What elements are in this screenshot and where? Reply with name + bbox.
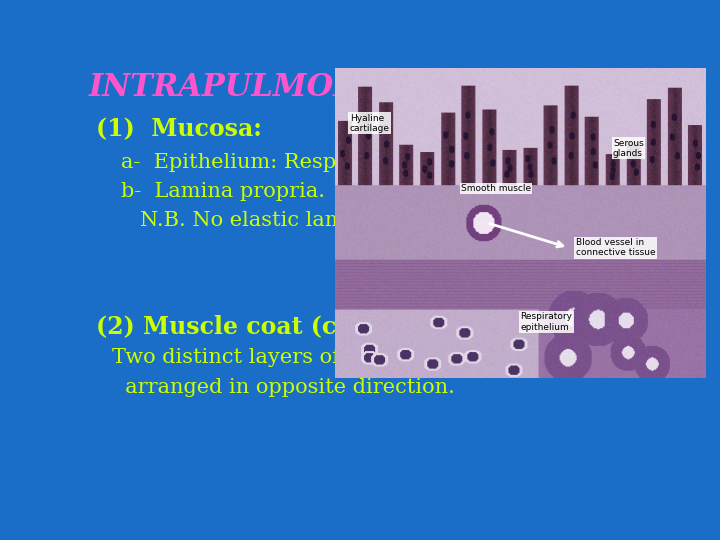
Text: N.B. No elastic lamina.: N.B. No elastic lamina. [140, 211, 384, 230]
Text: (1)  Mucosa:: (1) Mucosa: [96, 117, 261, 141]
Text: Respiratory
epithelium: Respiratory epithelium [521, 313, 572, 332]
Text: (2) Muscle coat (complete):: (2) Muscle coat (complete): [96, 315, 462, 339]
Text: b-  Lamina propria.: b- Lamina propria. [121, 182, 325, 201]
Text: Hyaline
cartilage: Hyaline cartilage [350, 114, 390, 133]
Text: INTRAPULMONARY BRONCHUS: INTRAPULMONARY BRONCHUS [89, 72, 649, 103]
Text: Smooth muscle: Smooth muscle [461, 184, 531, 193]
Text: Blood vessel in
connective tissue: Blood vessel in connective tissue [576, 238, 655, 257]
Text: Two distinct layers of smooth muscle fibers spirally: Two distinct layers of smooth muscle fib… [112, 348, 659, 367]
Text: arranged in opposite direction.: arranged in opposite direction. [112, 377, 455, 396]
Text: a-  Epithelium: Respiratory epith.: a- Epithelium: Respiratory epith. [121, 153, 476, 172]
Text: Serous
glands: Serous glands [613, 139, 644, 158]
